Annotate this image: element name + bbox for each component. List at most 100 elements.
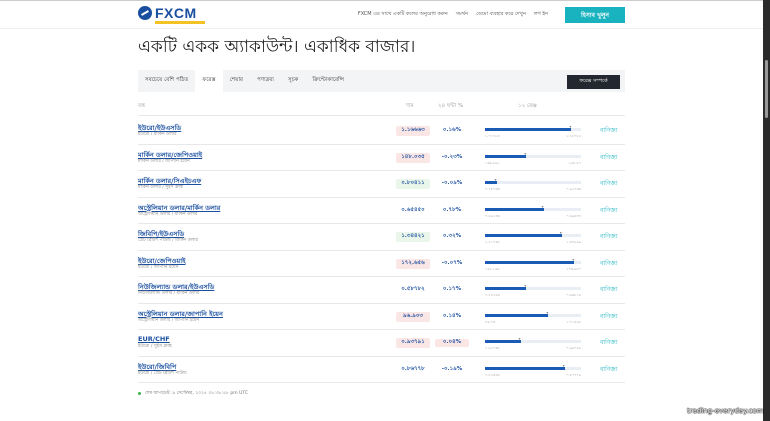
instrument-link[interactable]: মার্কিন ডলার/সিএইচএফ bbox=[138, 177, 202, 185]
instrument-link[interactable]: নিউজিল্যান্ড ডলার/ইউএসডি bbox=[138, 283, 215, 291]
table-row: ইউরো/জেপিওয়াই ইউরো / জাপানি ইয়েন ১৭২.৬… bbox=[138, 251, 625, 277]
instrument-link[interactable]: জিবিপি/ইউএসডি bbox=[138, 230, 185, 238]
range-bar: ▾ bbox=[485, 310, 581, 317]
open-account-button[interactable]: হিসাব খুলুন bbox=[565, 7, 625, 23]
trade-link[interactable]: বাণিজ্য bbox=[600, 259, 618, 267]
table-row: অস্ট্রেলিয়ান ডলার/জাপানি ইয়েন অস্ট্রেল… bbox=[138, 304, 625, 330]
nav-link[interactable]: ডেমো ব্যবহার করে দেখুন bbox=[476, 11, 526, 17]
tab-item[interactable]: সবচেয়ে বেশি পঠিত bbox=[145, 77, 189, 83]
range-bar: ▾ bbox=[485, 124, 581, 131]
instrument-link[interactable]: মার্কিন ডলার/জেপিওয়াই bbox=[138, 150, 203, 159]
range-marker-icon: ▾ bbox=[562, 362, 565, 368]
tab-item[interactable]: পণ্যদ্রব্য bbox=[256, 77, 274, 83]
trade-link[interactable]: বাণিজ্য bbox=[600, 339, 618, 346]
instrument-link[interactable]: অস্ট্রেলিয়ান ডলার/জাপানি ইয়েন bbox=[138, 309, 223, 318]
trade-link[interactable]: বাণিজ্য bbox=[600, 180, 618, 187]
tab-item[interactable]: শেয়ার bbox=[229, 77, 243, 83]
instrument-link[interactable]: ইউরো/জেপিওয়াই bbox=[138, 256, 186, 265]
instrument-desc: মার্কিন ডলার / জাপানি ইয়েন bbox=[138, 158, 190, 164]
instrument-desc: অস্ট্রেলিয়ান ডলার / জাপানি ইয়েন bbox=[138, 317, 200, 323]
range-fill bbox=[485, 340, 521, 343]
price: ০.৫৮৭৮২ bbox=[401, 286, 425, 292]
range-marker-icon: ▾ bbox=[559, 230, 562, 235]
scrollbar-thumb[interactable] bbox=[765, 60, 768, 118]
range-fill bbox=[485, 313, 549, 317]
change: -০.২৩% bbox=[441, 153, 463, 160]
change: ০.১৭% bbox=[442, 286, 462, 292]
price: ১৭২.৬৫৬ bbox=[396, 258, 430, 269]
tab-item[interactable]: সূচক bbox=[287, 77, 299, 83]
range-fill bbox=[485, 181, 497, 184]
range-marker-icon: ▾ bbox=[524, 150, 527, 156]
tab-item[interactable]: ফরেক্স bbox=[195, 70, 223, 92]
instrument-link[interactable]: ইউরো/ইউএসডি bbox=[138, 124, 182, 132]
table-row: মার্কিন ডলার/সিএইচএফ মার্কিন ডলার / সুইস… bbox=[138, 171, 625, 198]
price: ০.৮০৪১১ bbox=[396, 179, 430, 189]
last-updated-text: শেষ আপডেট: ৯ সেপ্টেম্বর, ২০২৫ ০৮:৩৮:৫৮ p… bbox=[145, 391, 248, 396]
nav-link[interactable]: FXCM এর সাথে একটি কলের অনুরোধ করুন bbox=[357, 11, 448, 17]
change: -০.০৯% bbox=[441, 180, 463, 186]
about-forex-button[interactable]: ফরেক্স সম্পর্কে bbox=[567, 75, 620, 89]
instrument-link[interactable]: ইউরো/জিবিপি bbox=[138, 362, 177, 371]
trade-link[interactable]: বাণিজ্য bbox=[600, 127, 618, 134]
trade-link[interactable]: বাণিজ্য bbox=[600, 312, 618, 320]
nav-link[interactable]: লগ ইন bbox=[533, 11, 548, 17]
range-bar: ▾ bbox=[485, 363, 581, 370]
tab-item[interactable]: ক্রিপ্টোকারেন্সি bbox=[312, 77, 344, 83]
table-row: নিউজিল্যান্ড ডলার/ইউএসডি নিউজিল্যান্ড ডল… bbox=[138, 277, 625, 304]
trade-link[interactable]: বাণিজ্য bbox=[600, 365, 618, 373]
table-row: ইউরো/জিবিপি ইউরো / গ্রেট ব্রিটিশ পাউন্ড … bbox=[138, 357, 625, 383]
trade-link[interactable]: বাণিজ্য bbox=[600, 233, 618, 240]
nav-link[interactable]: সমর্থন bbox=[455, 11, 469, 17]
range-low: ০.৮২৩৩৪ bbox=[485, 372, 500, 377]
table-row: ইউরো/ইউএসডি ইউরো / মার্কিন ডলার ১.১৬৬৬৩ … bbox=[138, 118, 625, 145]
range-marker-icon: ▾ bbox=[541, 203, 544, 209]
range-marker-icon: ▾ bbox=[518, 336, 521, 341]
instrument-desc: নিউজিল্যান্ড ডলার / মার্কিন ডলার bbox=[138, 291, 200, 296]
range-fill bbox=[485, 260, 575, 264]
range-marker-icon: ▾ bbox=[569, 124, 572, 129]
instrument-desc: ইউরো / জাপানি ইয়েন bbox=[138, 264, 179, 270]
range-marker-icon: ▾ bbox=[524, 283, 527, 288]
range-low: ১৫৫.১৬৮ bbox=[485, 266, 500, 271]
trade-link[interactable]: বাণিজ্য bbox=[600, 153, 618, 161]
instrument-desc: মার্কিন ডলার / সুইস ফ্রাঙ্ক bbox=[138, 185, 184, 190]
col-change: ২৪ ঘন্টা % bbox=[438, 103, 464, 109]
range-high: ০.৯২০৩৩ bbox=[566, 187, 581, 191]
col-range: ১২ রেঞ্জ bbox=[518, 103, 537, 109]
market-tabs: সবচেয়ে বেশি পঠিত ফরেক্স শেয়ার পণ্যদ্রব্য স… bbox=[138, 70, 625, 92]
range-fill bbox=[485, 234, 562, 237]
price: ৯৬.৯০৩ bbox=[396, 311, 430, 322]
range-bar: ▾ bbox=[485, 230, 581, 237]
scrollbar[interactable] bbox=[763, 0, 770, 421]
last-updated: শেষ আপডেট: ৯ সেপ্টেম্বর, ২০২৫ ০৮:৩৮:৫৮ p… bbox=[138, 390, 248, 397]
instrument-link[interactable]: অস্ট্রেলিয়ান ডলার/মার্কিন ডলার bbox=[138, 203, 221, 212]
fxcm-logo[interactable]: FXCM bbox=[138, 5, 205, 24]
site-header: FXCM FXCM এর সাথে একটি কলের অনুরোধ করুন স… bbox=[0, 0, 763, 29]
change: ০.৭৮% bbox=[442, 206, 462, 213]
range-low: ০.৫৯১৩৩ bbox=[485, 213, 500, 218]
range-high: ১৭৩.৯৮০ bbox=[566, 266, 581, 271]
range-low: ০.৯২০৩৮ bbox=[485, 346, 500, 350]
instrument-link[interactable]: EUR/CHF bbox=[138, 335, 170, 343]
range-bar: ▾ bbox=[485, 151, 581, 158]
instrument-desc: ইউরো / মার্কিন ডলার bbox=[138, 132, 177, 137]
range-marker-icon: ▾ bbox=[546, 309, 549, 315]
watermark: trading-everyday.com bbox=[687, 407, 764, 415]
trade-link[interactable]: বাণিজ্য bbox=[600, 286, 618, 293]
table-row: জিবিপি/ইউএসডি গ্রেট ব্রিটিশ পাউন্ড / মার… bbox=[138, 224, 625, 251]
instrument-desc: ইউরো / গ্রেট ব্রিটিশ পাউন্ড bbox=[138, 370, 187, 376]
range-marker-icon: ▾ bbox=[572, 256, 575, 262]
trade-link[interactable]: বাণিজ্য bbox=[600, 206, 618, 214]
range-high: ১০১.৪৬৮ bbox=[566, 319, 581, 324]
table-row: EUR/CHF ইউরো / সুইস ফ্রাঙ্ক ০.৯৩৭৯১ ০.০৪… bbox=[138, 330, 625, 357]
table-header: যন্ত্র দাম ২৪ ঘন্টা % ১২ রেঞ্জ bbox=[138, 100, 625, 116]
price: ০.৮৬৭৭৮ bbox=[401, 365, 425, 372]
range-fill bbox=[485, 154, 527, 158]
range-fill bbox=[485, 128, 572, 131]
change: ০.০৪% bbox=[435, 339, 469, 347]
range-marker-icon: ▾ bbox=[494, 177, 497, 182]
logo-text: FXCM bbox=[155, 5, 197, 21]
price: ১.৩৪৪২১ bbox=[396, 232, 430, 242]
range-high: ০.৬৩৮১৪ bbox=[566, 293, 581, 297]
